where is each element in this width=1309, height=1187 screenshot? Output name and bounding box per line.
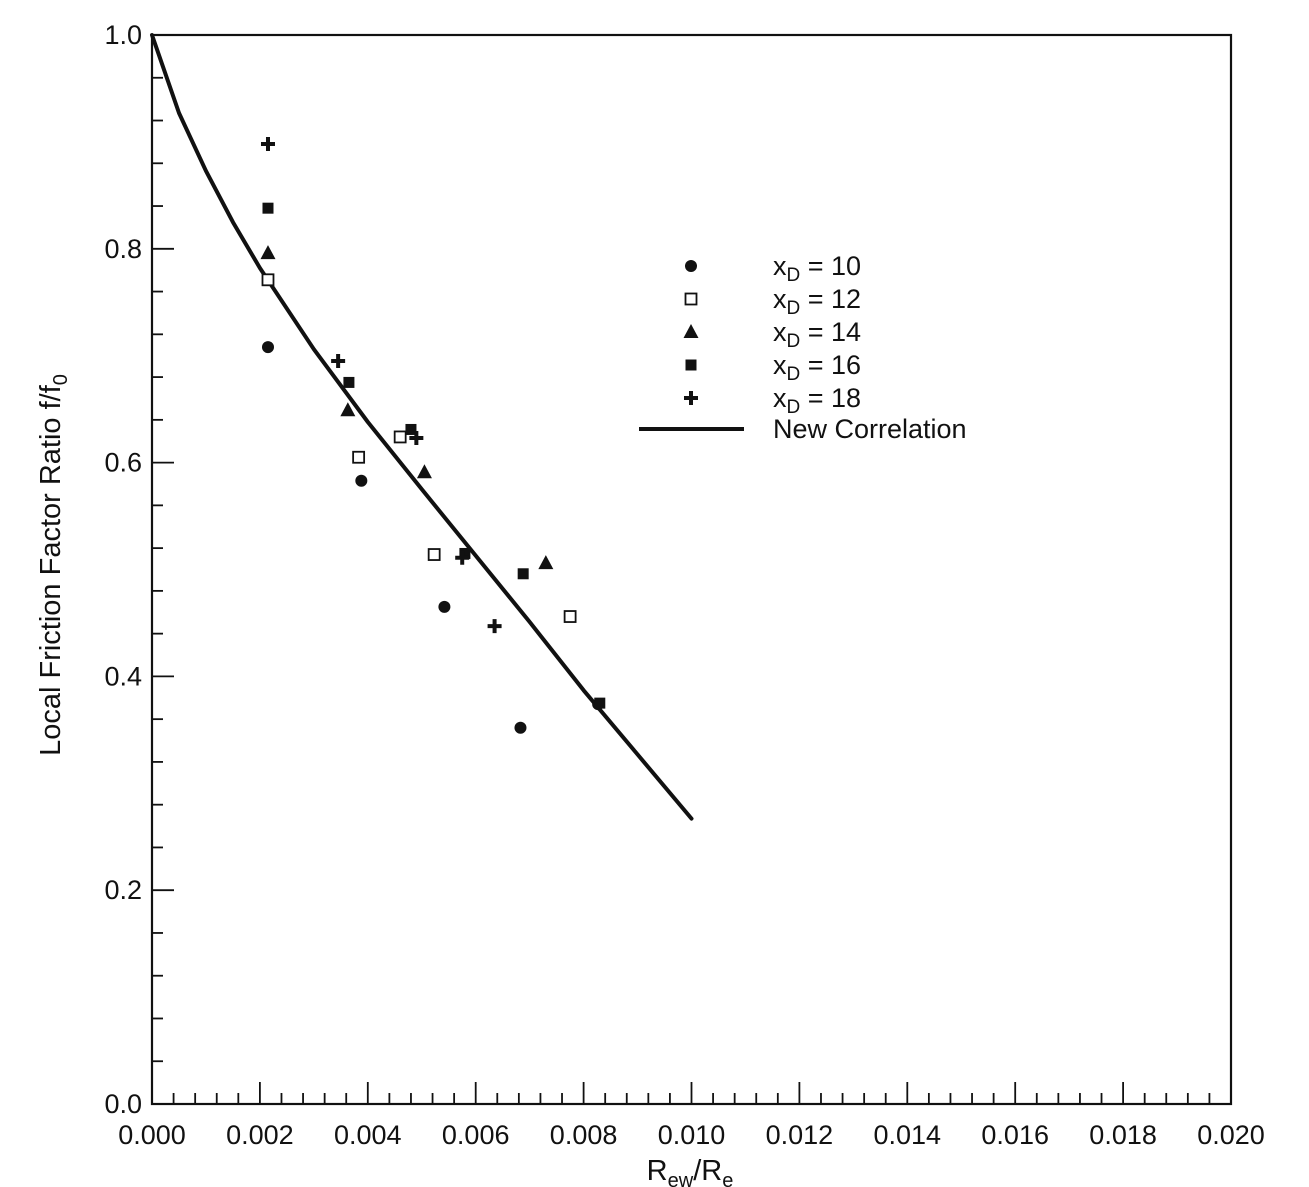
data-point	[517, 568, 529, 580]
x-tick-label: 0.016	[981, 1120, 1049, 1150]
correlation-curve-layer	[150, 33, 694, 821]
data-point	[260, 137, 275, 152]
x-axis-title-sub1: ew	[668, 1170, 694, 1187]
y-tick-label: 0.0	[104, 1089, 142, 1119]
y-tick-label: 1.0	[104, 20, 142, 50]
x-axis-title-sub2: e	[722, 1170, 733, 1187]
y-axis-title-sub: 0	[50, 374, 72, 385]
x-tick-label: 0.014	[874, 1120, 942, 1150]
legend-marker	[683, 324, 699, 338]
series-xd-12	[261, 273, 577, 623]
data-point	[261, 273, 275, 287]
x-axis-title-mid: /R	[693, 1155, 722, 1187]
y-tick-label: 0.4	[104, 661, 142, 691]
x-tick-label: 0.004	[334, 1120, 402, 1150]
data-point	[343, 376, 355, 388]
new-correlation-line	[150, 33, 694, 821]
data-point	[262, 202, 274, 214]
x-tick-label: 0.008	[550, 1120, 618, 1150]
x-tick-label: 0.006	[442, 1120, 510, 1150]
series-xd-16	[262, 202, 606, 709]
legend-marker	[684, 391, 698, 405]
data-point	[261, 341, 274, 354]
data-point	[487, 619, 502, 634]
ticks: 0.000 0.002 0.004 0.006 0.008 0.010 0.012 0.014…	[104, 20, 1264, 1150]
series-xd-14	[260, 245, 554, 570]
data-point	[416, 464, 432, 479]
y-axis-title-main: Local Friction Factor Ratio f/f	[35, 384, 67, 756]
data-point	[514, 721, 527, 734]
data-point	[455, 550, 470, 565]
x-axis-title-main: R	[647, 1155, 668, 1187]
x-tick-label: 0.020	[1197, 1120, 1265, 1150]
legend-label: xD = 18	[773, 383, 861, 418]
legend-marker	[685, 359, 697, 371]
data-point	[459, 547, 471, 559]
legend-marker	[685, 260, 697, 272]
legend-label: xD = 10	[773, 251, 861, 286]
x-tick-label: 0.000	[118, 1120, 186, 1150]
series-xd-10	[261, 341, 605, 734]
x-tick-label: 0.002	[226, 1120, 294, 1150]
series-xd-18	[260, 137, 502, 634]
data-point	[331, 354, 346, 369]
legend-label: xD = 14	[773, 317, 861, 352]
x-tick-label: 0.012	[766, 1120, 834, 1150]
data-point	[594, 697, 606, 709]
plot-frame	[150, 33, 1233, 1106]
data-point	[563, 610, 577, 623]
y-tick-label: 0.6	[104, 448, 142, 478]
legend-label: xD = 16	[773, 350, 861, 385]
legend-label: xD = 12	[773, 284, 861, 319]
y-tick-label: 0.2	[104, 875, 142, 905]
data-points-layer	[260, 137, 606, 734]
data-point	[438, 600, 451, 613]
x-tick-label: 0.018	[1089, 1120, 1157, 1150]
data-point	[405, 423, 417, 435]
data-point	[260, 245, 276, 260]
legend-label: New Correlation	[773, 414, 967, 444]
legend-marker	[684, 292, 698, 306]
data-point	[355, 474, 368, 487]
x-tick-label: 0.010	[658, 1120, 726, 1150]
data-point	[409, 431, 424, 446]
data-point	[352, 450, 366, 464]
y-tick-label: 0.8	[104, 234, 142, 264]
data-point	[393, 430, 407, 444]
x-axis-title: Rew/Re	[647, 1155, 734, 1187]
y-axis-title: Local Friction Factor Ratio f/f0	[35, 374, 72, 756]
data-point	[427, 548, 441, 561]
data-point	[340, 402, 356, 417]
axes	[150, 33, 1233, 1106]
data-point	[538, 555, 554, 570]
